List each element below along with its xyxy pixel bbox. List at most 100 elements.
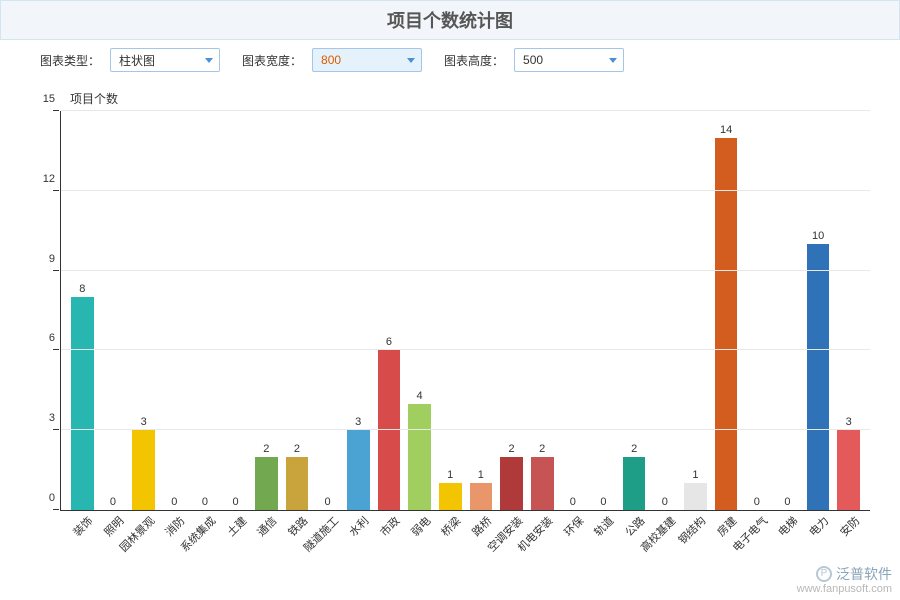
bar-value-label: 0 [171, 496, 177, 508]
x-tick-label: 钢结构 [675, 513, 710, 548]
grid-line [61, 429, 870, 430]
x-tick-label: 通信 [254, 513, 281, 540]
bar[interactable] [408, 404, 431, 510]
grid-line [61, 190, 870, 191]
bar[interactable] [715, 138, 738, 510]
bar-slot: 1桥梁 [435, 111, 466, 510]
y-tick [53, 270, 59, 271]
bar-value-label: 0 [784, 496, 790, 508]
y-tick-label: 0 [33, 492, 55, 504]
page-title: 项目个数统计图 [1, 7, 899, 33]
logo-icon: P [816, 566, 832, 582]
x-tick-label: 市政 [376, 513, 403, 540]
bar-slot: 0电梯 [772, 111, 803, 510]
bar-slot: 3园林景观 [128, 111, 159, 510]
bar-slot: 0系统集成 [190, 111, 221, 510]
bar[interactable] [71, 297, 94, 510]
bar-slot: 0隧道施工 [312, 111, 343, 510]
bar-value-label: 0 [202, 496, 208, 508]
bar[interactable] [531, 457, 554, 510]
bar[interactable] [807, 244, 830, 510]
bar-value-label: 4 [416, 390, 422, 402]
bar-slot: 3水利 [343, 111, 374, 510]
y-tick [53, 429, 59, 430]
y-tick-label: 3 [33, 412, 55, 424]
chevron-down-icon [609, 58, 617, 63]
bar-slot: 0消防 [159, 111, 190, 510]
bar-value-label: 0 [754, 496, 760, 508]
bar[interactable] [132, 430, 155, 510]
x-tick-label: 装饰 [70, 513, 97, 540]
bar[interactable] [255, 457, 278, 510]
chart-area: 项目个数 8装饰0照明3园林景观0消防0系统集成0土建2通信2铁路0隧道施工3水… [0, 80, 900, 511]
bar-value-label: 3 [846, 416, 852, 428]
bar-value-label: 3 [355, 416, 361, 428]
x-tick-label: 环保 [560, 513, 587, 540]
x-tick-label: 轨道 [591, 513, 618, 540]
chart-type-select[interactable]: 柱状图 [110, 48, 220, 72]
y-tick-label: 6 [33, 332, 55, 344]
bar[interactable] [286, 457, 309, 510]
chevron-down-icon [407, 58, 415, 63]
bar-slot: 1钢结构 [680, 111, 711, 510]
bar-value-label: 2 [508, 443, 514, 455]
y-axis-title: 项目个数 [70, 90, 880, 107]
bar-value-label: 10 [812, 230, 824, 242]
brand-logo: P 泛普软件 [816, 566, 892, 583]
chart-plot: 8装饰0照明3园林景观0消防0系统集成0土建2通信2铁路0隧道施工3水利6市政4… [60, 111, 870, 511]
bar-value-label: 2 [263, 443, 269, 455]
y-tick-label: 15 [33, 93, 55, 105]
bar[interactable] [837, 430, 860, 510]
y-tick [53, 110, 59, 111]
bar[interactable] [470, 483, 493, 510]
bar-value-label: 1 [692, 469, 698, 481]
bar-slot: 6市政 [374, 111, 405, 510]
bar-value-label: 6 [386, 336, 392, 348]
x-tick-label: 水利 [346, 513, 373, 540]
chart-width-select[interactable]: 800 [312, 48, 422, 72]
brand-url: www.fanpusoft.com [797, 583, 892, 596]
bar[interactable] [500, 457, 523, 510]
chart-width-value: 800 [321, 53, 341, 67]
bar[interactable] [378, 350, 401, 510]
bar-value-label: 14 [720, 124, 732, 136]
bar[interactable] [439, 483, 462, 510]
bar-slot: 0轨道 [588, 111, 619, 510]
bar-slot: 2铁路 [282, 111, 313, 510]
bar[interactable] [347, 430, 370, 510]
y-tick [53, 349, 59, 350]
bar-slot: 10电力 [803, 111, 834, 510]
bar-slot: 2空调安装 [496, 111, 527, 510]
chart-height-label: 图表高度： [444, 52, 504, 69]
bar-slot: 8装饰 [67, 111, 98, 510]
bar-value-label: 1 [478, 469, 484, 481]
grid-line [61, 110, 870, 111]
bar-slot: 0土建 [220, 111, 251, 510]
bar[interactable] [623, 457, 646, 510]
chart-type-label: 图表类型： [40, 52, 100, 69]
y-tick-label: 9 [33, 253, 55, 265]
brand-name: 泛普软件 [836, 566, 892, 583]
y-tick-label: 12 [33, 173, 55, 185]
bar-slot: 2机电安装 [527, 111, 558, 510]
bar[interactable] [684, 483, 707, 510]
bar-value-label: 0 [600, 496, 606, 508]
chart-height-value: 500 [523, 53, 543, 67]
bar-slot: 0照明 [98, 111, 129, 510]
bars-container: 8装饰0照明3园林景观0消防0系统集成0土建2通信2铁路0隧道施工3水利6市政4… [61, 111, 870, 510]
bar-slot: 14房建 [711, 111, 742, 510]
chevron-down-icon [205, 58, 213, 63]
bar-slot: 2公路 [619, 111, 650, 510]
x-tick-label: 土建 [223, 513, 250, 540]
bar-slot: 4弱电 [404, 111, 435, 510]
x-tick-label: 电力 [805, 513, 832, 540]
bar-value-label: 0 [233, 496, 239, 508]
grid-line [61, 349, 870, 350]
bar-slot: 0电子电气 [741, 111, 772, 510]
y-tick [53, 509, 59, 510]
bar-value-label: 2 [631, 443, 637, 455]
chart-type-value: 柱状图 [119, 52, 155, 69]
chart-height-select[interactable]: 500 [514, 48, 624, 72]
x-tick-label: 安防 [836, 513, 863, 540]
page-header: 项目个数统计图 [0, 0, 900, 40]
